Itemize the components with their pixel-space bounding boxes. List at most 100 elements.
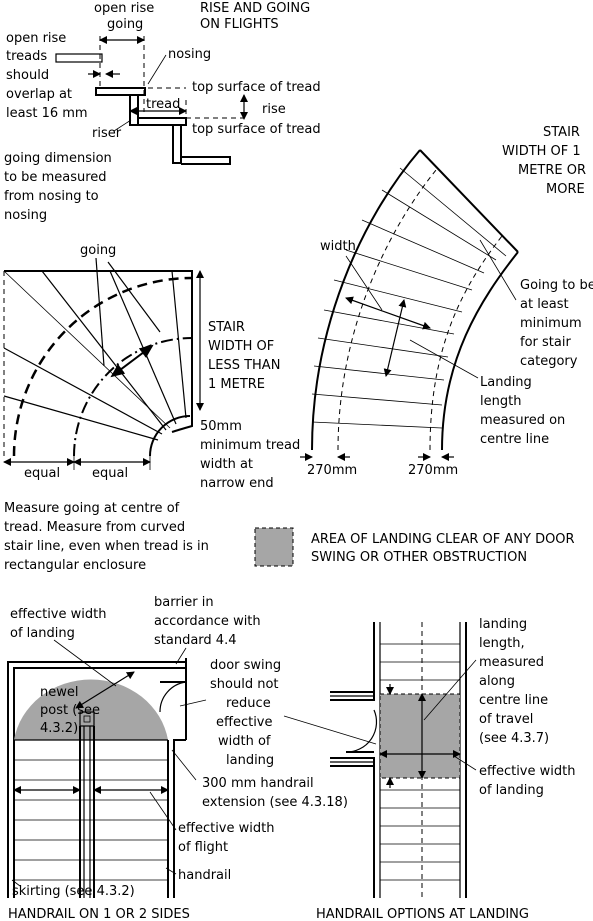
width-arrow: [345, 296, 431, 330]
effective-landing-leader: [53, 639, 117, 687]
door-swing-note: door swing should not reduce effective w…: [210, 658, 285, 768]
landing-length-arrow: [383, 299, 407, 377]
panel-title-rise-going: RISE AND GOING ON FLIGHTS: [200, 1, 314, 32]
tread-line: [361, 219, 485, 274]
handrail-label: handrail: [178, 868, 231, 883]
going-minimum-note: Going to be at least minimum for stair c…: [520, 278, 593, 369]
dim-270-left-label: 270mm: [307, 463, 357, 478]
going-label: going: [80, 243, 116, 258]
door-swing-pointer: [283, 715, 377, 745]
barrier-label: barrier in accordance with standard 4.4: [154, 595, 265, 648]
wide-stair-panel: STAIR WIDTH OF 1 METRE OR MORE width: [300, 125, 593, 478]
tread-line: [313, 365, 445, 381]
skirting-label: skirting (see 4.3.2): [12, 884, 135, 899]
min-tread-note: 50mm minimum tread width at narrow end: [200, 419, 304, 491]
tread-2: [138, 117, 187, 126]
door-swing-arc: [345, 709, 378, 753]
winder-line: [171, 270, 187, 419]
tread-line: [381, 189, 497, 261]
extension-leader: [171, 749, 197, 781]
stair-width-wide-title: STAIR WIDTH OF 1 METRE OR MORE: [502, 125, 590, 197]
newel-post-label: newel post (see 4.3.2): [40, 685, 104, 736]
measure-going-note: Measure going at centre of tread. Measur…: [4, 501, 213, 573]
overlap-note: open rise treads should overlap at least…: [6, 31, 88, 121]
inner-stringer: [441, 251, 519, 451]
handrail-extension-label: 300 mm handrail extension (see 4.3.18): [202, 776, 348, 810]
effective-landing-label-2: effective width of landing: [479, 764, 580, 798]
going-note-leader: [479, 239, 517, 301]
top-surface-label-2: top surface of tread: [192, 122, 321, 137]
barrier-leader: [175, 647, 187, 665]
top-surface-label-1: top surface of tread: [192, 80, 321, 95]
width-label: width: [320, 239, 356, 254]
outer-stringer: [311, 149, 421, 451]
open-tread: [55, 53, 103, 63]
landing-length-leader: [423, 659, 477, 721]
rectangular-enclosure: [4, 270, 193, 433]
right-wall-inner: [173, 739, 186, 898]
tread-1: [95, 87, 146, 96]
outer-wall: [7, 661, 186, 898]
tread-line: [399, 167, 507, 257]
legend: AREA OF LANDING CLEAR OF ANY DOOR SWING …: [254, 527, 579, 567]
winder-line: [41, 270, 167, 431]
flight-width-leader: [149, 791, 177, 831]
door-swing-leader: [179, 699, 207, 707]
narrow-stair-panel: going equal equal STAIR WIDTH OF LESS T: [3, 243, 304, 573]
effective-flight-label: effective width of flight: [178, 821, 279, 855]
skirting-leader: [11, 879, 21, 887]
riser-label: riser: [92, 126, 122, 141]
effective-landing-label: effective width of landing: [10, 607, 111, 641]
tread-label: tread: [146, 97, 180, 112]
tread-line: [317, 337, 449, 358]
top-edge: [419, 149, 519, 253]
going-measure-note: going dimension to be measured from nosi…: [4, 151, 116, 223]
riser-leader: [113, 119, 132, 132]
landing-note-leader: [409, 339, 479, 379]
newel-post: [79, 711, 95, 727]
winder-line: [3, 270, 171, 429]
going-leader: [95, 257, 105, 367]
clear-landing-area: [379, 693, 461, 779]
equal-label-right: equal: [92, 466, 128, 481]
walking-line-outer: [337, 169, 437, 451]
open-rise-going-label: open rise going: [94, 1, 158, 32]
tread-line: [311, 393, 443, 406]
stair-width-narrow-title: STAIR WIDTH OF LESS THAN 1 METRE: [208, 320, 285, 392]
tread-line: [311, 421, 443, 429]
tread-3: [181, 156, 231, 165]
tread-line: [333, 279, 463, 313]
caption-handrail-landing: HANDRAIL OPTIONS AT LANDING: [316, 907, 529, 921]
going-measure-arrow: [110, 344, 154, 378]
width-leader: [345, 255, 383, 311]
landing-length-note: landing length, measured along centre li…: [479, 617, 552, 746]
landing-width-arrow: [75, 671, 135, 709]
handrail-sides-panel: effective width of landing barrier in ac…: [7, 595, 348, 921]
winder-line: [3, 347, 163, 435]
legend-swatch: [254, 527, 294, 567]
centre-curved-stair-line: [73, 337, 193, 457]
inner-wall-line: [13, 667, 186, 898]
riser-1: [129, 94, 139, 126]
handrail-landing-panel: landing length, measured along centre li…: [283, 617, 580, 921]
going-leader: [107, 261, 161, 333]
caption-handrail-sides: HANDRAIL ON 1 OR 2 SIDES: [8, 907, 190, 921]
dim-270-right-label: 270mm: [408, 463, 458, 478]
handrail-leader: [165, 867, 177, 875]
rise-label: rise: [262, 102, 286, 117]
equal-label-left: equal: [24, 466, 60, 481]
nosing-label: nosing: [168, 47, 211, 62]
tread-line: [345, 249, 473, 291]
rise-going-panel: RISE AND GOING ON FLIGHTS open rise goin…: [4, 1, 321, 223]
effective-landing-leader-2: [453, 755, 477, 771]
door-swing-arc: [159, 681, 187, 713]
outer-curved-stair-line: [12, 276, 193, 457]
newel-post-inner: [83, 715, 91, 723]
narrow-end-curve: [149, 415, 191, 457]
nosing-leader: [147, 54, 167, 85]
landing-length-note: Landing length measured on centre line: [480, 375, 569, 447]
walking-line-inner: [429, 235, 503, 451]
legend-text: AREA OF LANDING CLEAR OF ANY DOOR SWING …: [311, 532, 579, 565]
riser-2: [172, 124, 182, 164]
